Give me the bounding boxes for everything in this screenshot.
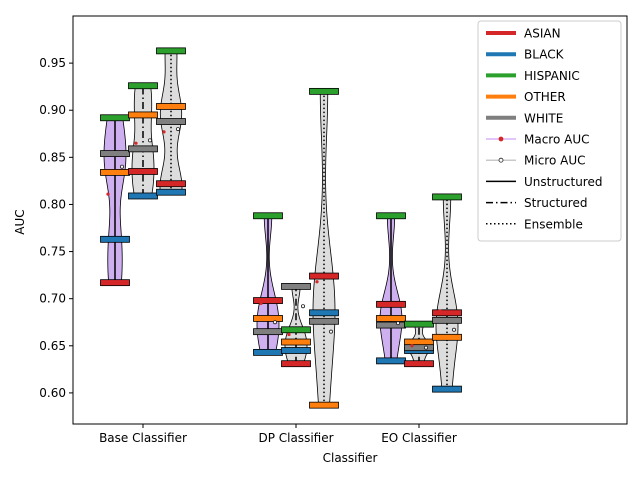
- legend-label-micro-auc: Micro AUC: [524, 154, 585, 168]
- y-tick-label: 0.80: [39, 197, 66, 211]
- group-marker-other-eo-structured: [404, 338, 434, 346]
- group-marker-white-base-unstructured: [100, 150, 130, 157]
- micro-auc-point-eo-ensemble: [451, 327, 456, 332]
- group-marker-black-dp-structured: [281, 347, 311, 354]
- group-marker-asian-eo-ensemble: [432, 309, 462, 317]
- group-marker-asian-dp-unstructured: [253, 297, 283, 304]
- group-marker-asian-dp-ensemble: [309, 272, 339, 280]
- group-marker-hispanic-dp-ensemble: [309, 87, 339, 95]
- y-tick-label: 0.95: [39, 56, 66, 70]
- group-marker-other-eo-ensemble: [432, 333, 462, 341]
- group-marker-white-dp-structured: [281, 283, 311, 290]
- macro-auc-point-eo-structured: [410, 344, 414, 348]
- group-marker-white-dp-ensemble: [309, 317, 339, 325]
- group-marker-asian-base-ensemble: [156, 180, 186, 188]
- group-marker-other-dp-ensemble: [309, 401, 339, 409]
- group-marker-black-eo-unstructured: [376, 357, 406, 365]
- group-marker-white-eo-ensemble: [432, 316, 462, 324]
- group-marker-white-base-ensemble: [156, 118, 186, 125]
- group-marker-asian-base-unstructured: [100, 279, 130, 287]
- group-marker-white-eo-unstructured: [376, 321, 406, 329]
- legend-label-hispanic: HISPANIC: [524, 69, 580, 83]
- group-marker-other-eo-unstructured: [376, 315, 406, 322]
- group-marker-asian-base-structured: [128, 168, 158, 175]
- macro-auc-point-dp-ensemble: [315, 280, 319, 284]
- x-tick-label: Base Classifier: [99, 431, 187, 445]
- group-marker-hispanic-dp-structured: [281, 326, 311, 334]
- micro-auc-point-eo-structured: [423, 345, 428, 350]
- group-marker-black-base-ensemble: [156, 188, 186, 196]
- group-marker-asian-eo-unstructured: [376, 300, 406, 308]
- x-axis-label: Classifier: [323, 451, 378, 465]
- legend-marker-macro-auc: [498, 136, 504, 142]
- legend-label-asian: ASIAN: [524, 27, 561, 41]
- y-tick-label: 0.85: [39, 150, 66, 164]
- macro-auc-point-base-structured: [134, 141, 138, 145]
- group-marker-black-base-structured: [128, 192, 158, 200]
- micro-auc-point-base-ensemble: [175, 127, 180, 132]
- plot-area: [100, 47, 462, 409]
- y-tick-label: 0.90: [39, 103, 66, 117]
- group-marker-hispanic-eo-structured: [404, 320, 434, 328]
- group-marker-hispanic-base-ensemble: [156, 47, 186, 55]
- group-marker-asian-eo-structured: [404, 360, 434, 368]
- macro-auc-point-dp-structured: [287, 332, 291, 337]
- legend-label-macro-auc: Macro AUC: [524, 133, 590, 147]
- x-tick-label: DP Classifier: [258, 431, 333, 445]
- legend-label-other: OTHER: [524, 90, 566, 104]
- group-marker-hispanic-base-unstructured: [100, 114, 130, 122]
- legend-marker-micro-auc: [498, 157, 504, 163]
- legend-label-unstructured: Unstructured: [524, 175, 602, 189]
- group-marker-other-dp-structured: [281, 338, 311, 346]
- macro-auc-point-dp-unstructured: [259, 301, 263, 305]
- legend-label-ensemble: Ensemble: [524, 217, 583, 231]
- plot-frame: [72, 15, 628, 425]
- group-marker-hispanic-eo-unstructured: [376, 212, 406, 220]
- macro-auc-point-eo-unstructured: [382, 303, 386, 307]
- axes: 0.60 0.65 0.70 0.75 0.80 0.85 0.90 0.95 Base Cla…: [39, 15, 628, 445]
- y-tick-label: 0.60: [39, 386, 66, 400]
- macro-auc-point-eo-ensemble: [438, 309, 442, 313]
- group-marker-other-base-ensemble: [156, 103, 186, 110]
- group-marker-white-dp-unstructured: [253, 328, 283, 336]
- group-marker-black-eo-ensemble: [432, 385, 462, 393]
- group-marker-other-base-unstructured: [100, 169, 130, 176]
- micro-auc-point-base-unstructured: [120, 164, 125, 169]
- group-marker-black-dp-unstructured: [253, 348, 283, 356]
- group-marker-hispanic-dp-unstructured: [253, 212, 283, 220]
- group-marker-other-base-structured: [128, 111, 158, 119]
- group-marker-black-base-unstructured: [100, 235, 130, 243]
- group-marker-white-base-structured: [128, 145, 158, 153]
- micro-auc-point-eo-unstructured: [395, 321, 400, 326]
- legend-label-black: BLACK: [524, 48, 565, 62]
- y-tick-label: 0.75: [39, 245, 66, 259]
- group-marker-black-dp-ensemble: [309, 309, 339, 317]
- y-tick-label: 0.65: [39, 339, 66, 353]
- micro-auc-point-dp-unstructured: [272, 320, 277, 325]
- x-tick-label: EO Classifier: [381, 431, 457, 445]
- micro-auc-point-base-structured: [147, 138, 152, 143]
- group-marker-asian-dp-structured: [281, 360, 311, 368]
- legend-label-white: WHITE: [524, 111, 563, 125]
- group-marker-white-eo-structured: [404, 344, 434, 352]
- legend-label-structured: Structured: [524, 196, 587, 210]
- macro-auc-point-base-unstructured: [106, 192, 110, 196]
- group-marker-hispanic-base-structured: [128, 82, 158, 90]
- legend: ASIAN BLACK HISPANIC OTHER WHITE Macro AUC Mic…: [477, 20, 622, 242]
- group-marker-other-dp-unstructured: [253, 315, 283, 322]
- micro-auc-point-dp-ensemble: [328, 329, 333, 334]
- group-marker-hispanic-eo-ensemble: [432, 193, 462, 201]
- y-tick-label: 0.70: [39, 292, 66, 306]
- micro-auc-point-dp-structured: [300, 304, 305, 309]
- y-axis-label: AUC: [13, 209, 27, 234]
- macro-auc-point-base-ensemble: [162, 130, 166, 134]
